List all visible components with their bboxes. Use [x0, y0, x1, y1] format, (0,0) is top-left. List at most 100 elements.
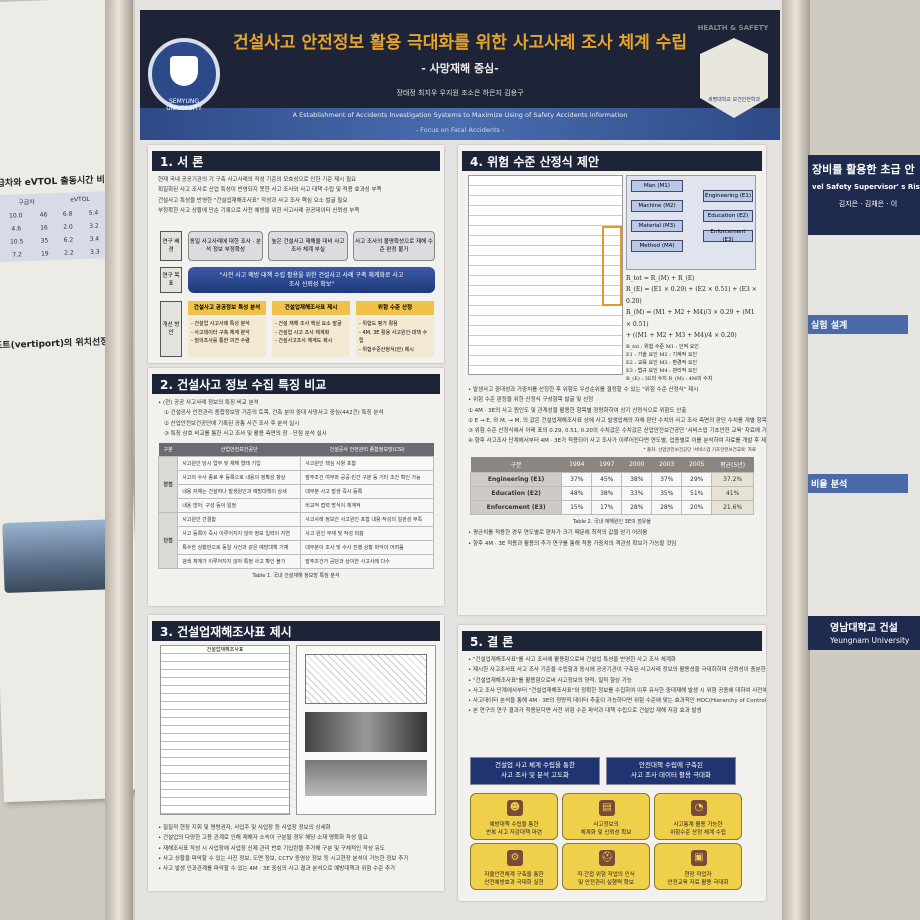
- outcome-card: ▣ 현장 작업자 안전교육 자료 활용 극대화: [654, 843, 742, 890]
- section-risk-formula: 4. 위험 수준 산정식 제안 Man (M1) Machine (M2) Ma…: [458, 145, 766, 615]
- plan-items: - 건설 재해 조사 핵심 요소 발굴 - 건설업 사고 조사 체계화 - 건설사고…: [272, 317, 350, 357]
- poster-authors: 장태정 최지우 우지원 조소은 하은지 김용구: [396, 89, 524, 97]
- bullet: ② E → E, 와 M, → M, 의 값은 건설업재해조사표 상에 사고 발…: [468, 417, 766, 424]
- table-row: 사고의 수사 종료 후 등록으로 내용의 정확성 향상 발주조건 여부와 공공·민…: [159, 470, 434, 485]
- factor-machine: Machine (M2): [631, 200, 683, 212]
- form-title: 건설업재해조사표: [161, 646, 289, 653]
- col-header: 구분: [470, 457, 562, 473]
- plan-item: - 사고데이터 구축 체계 분석: [191, 329, 250, 336]
- section-title: 5. 결 론: [462, 631, 762, 651]
- cell: 15%: [561, 500, 593, 516]
- bullet: • 발생사고 중대성과 가중치를 산정한 후 위험도 우선순위를 결정할 수 있…: [468, 387, 699, 393]
- outcome-card: ⚙ 자율안전체계 구축을 통한 안전예방효과 극대화 실현: [470, 843, 558, 890]
- cell: 사고원인 당시 업무 및 재해 형태 기입: [177, 456, 302, 471]
- cell: 비교적 접력 방식이 체계적: [300, 498, 434, 513]
- goal-box: 안전대책 수립에 구축된 사고 조사 데이터 활용 극대화: [606, 757, 736, 785]
- bullet: 건설사고 특성을 반영한 "건설업재해조사표" 작성과 사고 조사 핵심 요소 …: [158, 197, 348, 204]
- table-row: Education (E2) 48% 38% 33% 35% 51% 41%: [469, 486, 754, 502]
- col-header: 1997: [591, 457, 622, 473]
- card-label: 자율안전체계 구축을 통한 안전예방효과 극대화 실현: [484, 872, 544, 886]
- table-row: Enforcement (E3) 15% 17% 28% 28% 20% 21.6%: [469, 500, 754, 516]
- background-box: 높은 건설사고 재해율 대비 사고 조사 체계 부실: [268, 231, 348, 261]
- poster-subtitle: - 사망재해 중심-: [421, 62, 499, 75]
- plan-title: 건설업재해조사표 제시: [272, 301, 350, 315]
- bullet: • 재해조사표 작성 시 사업장에 사업장 신제 관리 번호 기입란을 추가해 …: [158, 845, 385, 852]
- factor-education: Education (E2): [703, 210, 753, 222]
- bullet: 현재 국내 공공기관의 기 구축 사고사례의 작성 기준의 모호성으로 인한 기…: [158, 177, 357, 183]
- bullet: • 본 연구의 연구 결과가 적용된다면 사전 위험 수준 파악과 대책 수립으…: [468, 708, 702, 715]
- cell: 발주조건가 공단과 상이한 사고사례 다수: [300, 554, 434, 569]
- footer-text: 영남대학교 건설: [830, 623, 898, 634]
- outcome-card: ⛑ 직·간접 위험 작업의 인식 및 안전관리 실행력 확보: [562, 843, 650, 890]
- table-row: 내용 자체는 건설하나 발생원인과 예방대책이 상세 대부분 사고 발생 즉시 등…: [159, 484, 434, 499]
- background-box: 동일 사고사례에 대한 조사 · 분석 정보 부정확성: [188, 231, 263, 261]
- col-header: 건설공사 안전관리 종합정보망(CSI): [300, 443, 434, 457]
- bullet: ① 건설공사 안전관리 종합정보망 기준의 토목, 건축 분야 중대 사망사고 …: [164, 410, 384, 417]
- formula-line: R_(E) = (E1 × 0.29) + (E2 × 0.51) + (E3 …: [626, 286, 757, 305]
- bullet: • 건설업의 다양한 고용 관계로 인해 재해자 소속이 구분될 경우 해당 소…: [158, 835, 368, 842]
- poster-title: 건설사고 안전정보 활용 극대화를 위한 사고사례 조사 체계 수립: [233, 33, 687, 53]
- statistics-icon: ◔: [691, 800, 707, 816]
- documents-icon: ▤: [599, 800, 615, 816]
- accident-drawings-image: [296, 645, 436, 815]
- table-row: 단점 사고원인 간결함 사고사례 정보간 사고원인 포함 내용 작성의 일관성 부족: [157, 512, 434, 569]
- cell: 사고원인 간결함: [177, 512, 302, 527]
- cell: 21.6%: [711, 500, 754, 516]
- table-row: 내용 많아, 구성 등이 일정 비교적 접력 방식이 체계적: [159, 498, 434, 513]
- plan-item: - 건설업 사고 조사 체계화: [275, 329, 330, 336]
- background-box: 사고 조사의 불명확성으로 재해 수준 판정 불가: [353, 231, 435, 261]
- header-stripe: [140, 108, 780, 140]
- formula-line: R_tot = R_(M) + R_(E): [626, 275, 695, 282]
- bullet: • "건설업재해조사표"를 사고 조사에 활용함으로써 건설업 특성을 반영한 …: [468, 657, 676, 663]
- section-title: 2. 건설사고 정보 수집 특징 비교: [152, 374, 440, 394]
- factor-man: Man (M1): [631, 180, 683, 192]
- cell: 41%: [711, 486, 754, 502]
- table-row: 장점 사고원인 당시 업무 및 재해 형태 기입 사고원인 핵심 사항 포함: [157, 456, 434, 513]
- section-title: 3. 건설업재해조사표 제시: [152, 621, 440, 641]
- training-icon: ▣: [691, 850, 707, 866]
- right-poster-english: vel Safety Supervisor' s Risk: [812, 183, 920, 191]
- bullet: • 제시한 사고조사표 사고 조사 기준을 수립함과 동시에 공공기관이 구축된…: [468, 667, 766, 674]
- outcome-card: ◔ 사고통계 활용 가능한 위험수준 산정 체계 수립: [654, 793, 742, 840]
- table-caption: Table 1. 국내 건설재해 정보망 특징 분석: [252, 573, 340, 579]
- factor-diagram: Man (M1) Machine (M2) Material (M3) Meth…: [626, 175, 756, 270]
- health-safety-text: HEALTH & SAFETY: [697, 24, 769, 32]
- bullet: • 질질적 현장 지휘 및 명령권자, 사업주 및 사업장 등 사업장 정보의 …: [158, 825, 331, 831]
- risk-factor-table-image: [468, 175, 623, 375]
- legend-line: R_tot : 위험 수준 M1 : 인적 요인: [626, 344, 699, 351]
- plan-item: - 건설업 사고사례 특성 분석: [191, 321, 250, 327]
- section-introduction: 1. 서 론 현재 국내 공공기관의 기 구축 사고사례의 작성 기준의 모호성…: [148, 145, 444, 363]
- col-header: 2005: [681, 457, 712, 473]
- factor-enforcement: Enforcement (E3): [703, 229, 753, 243]
- cell: 대부분이 조사 및 수사 진행 상황 파악이 어려움: [300, 540, 434, 555]
- bullet: • 사고 상황을 파악할 수 있는 사진 정보, 도면 정보, CCTV 동영상…: [158, 855, 409, 862]
- outcome-card: ▤ 사고정보의 체계화 및 신뢰성 확보: [562, 793, 650, 840]
- english-title: A Establishment of Accidents Investigati…: [292, 111, 628, 119]
- plan-item: - 위험도 평가 활용: [359, 321, 398, 327]
- table-source: * 출처: 산업안전보건공단 '서비스업 기초안전보건교육' 자료: [643, 447, 756, 453]
- label-plan: 개선 방안: [160, 301, 182, 357]
- risk-formula: R_tot = R_(M) + R_(E) R_(E) = (E1 × 0.29…: [626, 273, 761, 383]
- cell: 사고의 수사 종료 후 등록으로 내용의 정확성 향상: [177, 470, 302, 485]
- factor-engineering: Engineering (E1): [703, 190, 753, 202]
- cell: 35%: [651, 486, 683, 502]
- cell: 사고 등록이 즉시 이루어지지 않아 정보 입력이 지연: [177, 526, 302, 541]
- footer-en: Yeungnam University: [830, 636, 910, 645]
- plan-title: 위험 수준 산정: [356, 301, 434, 315]
- legend-line: E2 : 교육 요인 M3 : 환경적 요인: [626, 360, 698, 367]
- bullet: 부정확한 사고 상황에 단순 기록으로 사전 예방을 위한 사고사례 공공데이터…: [158, 207, 360, 214]
- plan-item: - 4M, 3E 활용 사고원인·대책 수립: [359, 329, 428, 345]
- formula-line: R_(M) = (M1 + M2 + M4)/3 × 0.29 + (M1 × …: [626, 309, 755, 328]
- legend-line: E1 : 기술 요인 M2 : 기계적 요인: [626, 352, 698, 359]
- research-goal: "사전 사고 예방 대책 수립 활용을 위한 건설사고 사례 구축 체계화로 사…: [188, 267, 435, 293]
- bullet: • "건설업재해조사표"를 활용함으로써 사고정보의 양적, 질적 향상 가능: [468, 677, 632, 684]
- cell: 37%: [561, 472, 593, 488]
- plan-title: 건설사고 공공정보 특성 분석: [188, 301, 266, 315]
- plan-item: - 건설 재해 조사 핵심 요소 발굴: [275, 321, 342, 327]
- col-header: 2000: [621, 457, 652, 473]
- board-frame-left: [105, 0, 133, 920]
- goal-box: 건설업 사고 체계 수립을 통한 사고 조사 및 분석 고도화: [470, 757, 600, 785]
- card-label: 현장 작업자 안전교육 자료 활용 극대화: [667, 872, 729, 886]
- col-header: 1994: [561, 457, 592, 473]
- bullet: • 사고 조사 단계에서부터 "건설업재해조사표"와 정확한 정보를 수집하여 …: [468, 687, 766, 694]
